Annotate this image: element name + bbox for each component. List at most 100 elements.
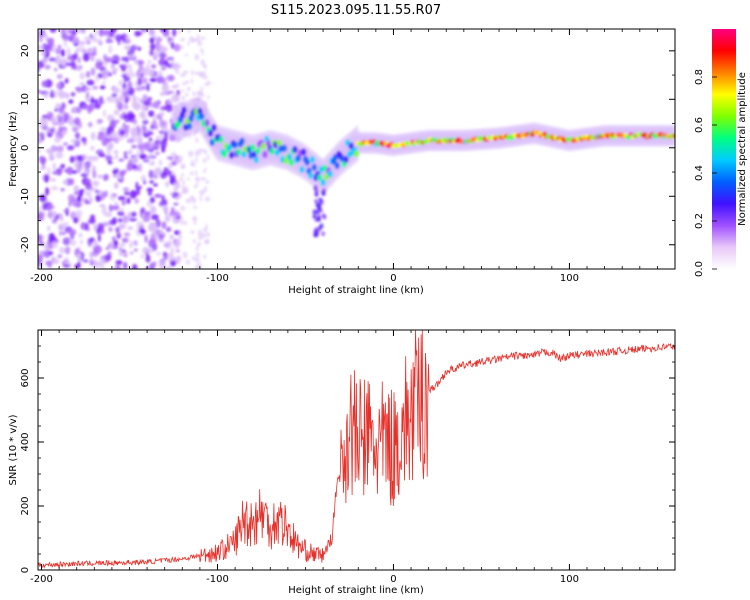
noise-blob xyxy=(77,122,83,129)
noise-blob xyxy=(137,46,141,51)
noise-blob xyxy=(47,225,51,232)
spectrogram-xtick-label: -200 xyxy=(30,273,53,284)
noise-blob xyxy=(46,126,51,133)
noise-blob xyxy=(66,54,74,62)
noise-blob xyxy=(82,52,90,62)
ridge-tail xyxy=(312,209,317,215)
noise-blob xyxy=(76,64,83,72)
noise-blob xyxy=(197,233,203,241)
noise-blob xyxy=(78,189,85,193)
ridge-core xyxy=(232,141,238,149)
noise-blob xyxy=(142,119,149,125)
noise-blob xyxy=(50,116,56,125)
noise-blob xyxy=(200,85,203,93)
spectrogram-ytick-label: 20 xyxy=(20,44,31,57)
noise-blob xyxy=(108,241,114,250)
noise-blob xyxy=(143,142,152,151)
noise-blob xyxy=(74,132,81,140)
noise-blob xyxy=(186,86,191,92)
noise-blob xyxy=(74,51,78,59)
noise-blob xyxy=(123,74,128,83)
noise-blob xyxy=(120,130,125,136)
noise-blob xyxy=(149,49,155,56)
noise-blob xyxy=(89,98,94,103)
snr-ytick-label: 400 xyxy=(20,432,31,451)
ridge-core xyxy=(236,148,242,156)
noise-blob xyxy=(97,259,105,268)
noise-blob xyxy=(87,227,91,232)
noise-blob xyxy=(71,29,78,36)
noise-blob xyxy=(86,79,95,86)
noise-blob xyxy=(140,254,145,259)
noise-blob xyxy=(136,221,145,229)
noise-blob xyxy=(169,234,175,240)
noise-blob xyxy=(137,143,144,151)
noise-blob xyxy=(110,131,118,139)
noise-blob xyxy=(204,239,209,245)
ridge-tail xyxy=(318,197,323,203)
noise-blob xyxy=(86,97,90,102)
noise-blob xyxy=(149,180,155,184)
noise-blob xyxy=(99,85,106,90)
noise-blob xyxy=(94,29,98,37)
noise-blob xyxy=(114,34,123,42)
noise-blob xyxy=(101,205,107,215)
ridge-tail xyxy=(313,232,318,238)
noise-blob xyxy=(103,53,108,61)
noise-blob xyxy=(186,177,190,181)
noise-blob xyxy=(164,213,170,222)
snr-ytick-label: 600 xyxy=(20,368,31,387)
noise-blob xyxy=(125,151,133,155)
noise-blob xyxy=(169,156,173,161)
noise-blob xyxy=(200,59,205,66)
noise-blob xyxy=(151,214,159,221)
noise-blob xyxy=(131,211,137,217)
noise-blob xyxy=(178,229,182,236)
noise-blob xyxy=(126,138,134,144)
noise-blob xyxy=(138,185,142,189)
noise-blob xyxy=(120,125,126,130)
spectrogram-ytick-label: -10 xyxy=(20,188,31,204)
ridge-core xyxy=(255,147,261,155)
noise-blob xyxy=(172,29,177,37)
noise-blob xyxy=(113,266,117,269)
snr-ticks: -200 -100 0 100 0 200 400 600 xyxy=(20,329,676,585)
noise-blob xyxy=(148,222,157,232)
noise-blob xyxy=(78,232,83,238)
noise-blob xyxy=(181,185,186,191)
noise-blob xyxy=(41,167,45,171)
noise-blob xyxy=(139,209,144,218)
noise-blob xyxy=(148,239,157,244)
ridge-core xyxy=(266,140,272,148)
noise-blob xyxy=(206,232,211,237)
noise-blob xyxy=(70,92,76,97)
noise-blob xyxy=(172,170,175,175)
noise-blob xyxy=(155,218,161,228)
ridge-tail xyxy=(322,188,327,194)
noise-blob xyxy=(70,63,77,70)
noise-blob xyxy=(74,190,80,196)
noise-blob xyxy=(48,44,53,52)
noise-blob xyxy=(72,35,79,44)
noise-blob xyxy=(128,67,133,74)
noise-blob xyxy=(106,211,112,218)
noise-blob xyxy=(153,169,160,175)
spectrogram-frame xyxy=(37,28,676,270)
noise-blob xyxy=(175,219,182,223)
noise-blob xyxy=(176,158,181,165)
noise-blob xyxy=(115,226,120,234)
noise-blob xyxy=(90,131,96,141)
noise-blob xyxy=(204,196,211,202)
noise-blob xyxy=(170,260,177,265)
noise-blob xyxy=(72,126,79,133)
noise-blob xyxy=(109,29,115,38)
noise-blob xyxy=(151,64,157,69)
noise-blob xyxy=(105,154,113,162)
noise-blob xyxy=(41,202,48,211)
noise-blob xyxy=(152,261,157,267)
noise-blob xyxy=(129,189,137,199)
noise-blob xyxy=(44,33,48,41)
noise-blob xyxy=(56,145,64,152)
noise-blob xyxy=(133,155,138,160)
